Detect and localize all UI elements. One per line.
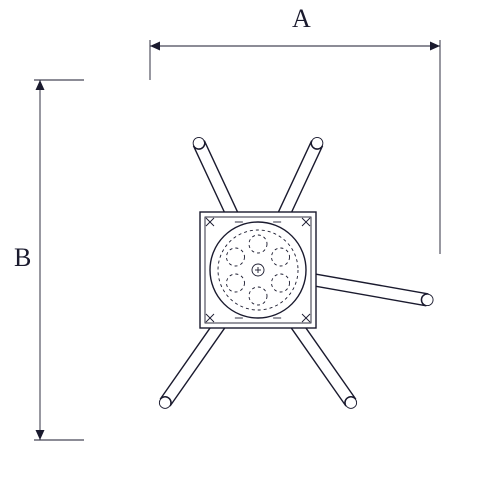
dimension-label-a: A xyxy=(292,4,311,34)
dimension-label-b: B xyxy=(14,243,31,273)
drawing-canvas: A B xyxy=(0,0,500,500)
technical-drawing-svg xyxy=(0,0,500,500)
